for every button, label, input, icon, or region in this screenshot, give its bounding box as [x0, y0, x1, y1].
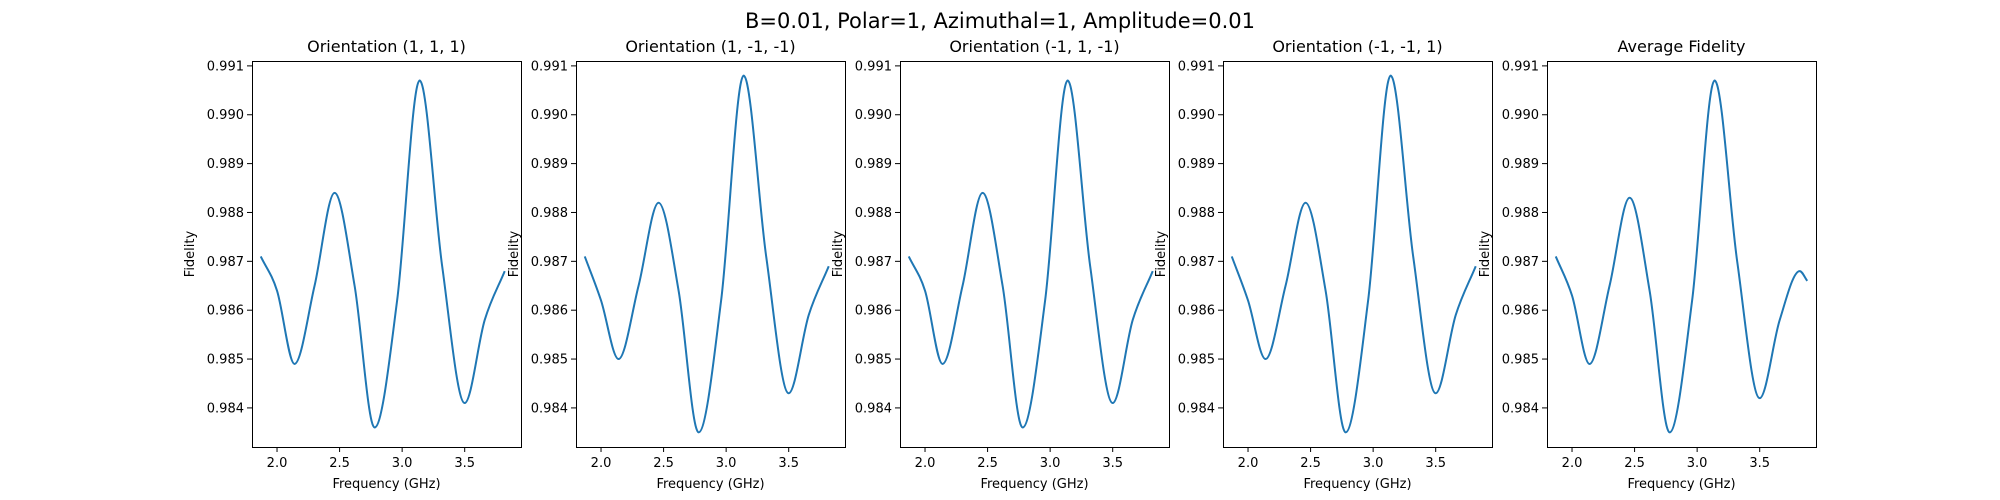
x-tick-label: 3.0: [1363, 456, 1384, 471]
axes-frame: [252, 61, 522, 448]
y-tick-label: 0.984: [531, 401, 568, 416]
y-tick-label: 0.991: [207, 59, 244, 74]
subplot-3: Orientation (-1, 1, -1) 2.0 2.5 3.0 3.5 0.984…: [831, 37, 1170, 492]
x-tick-label: 2.0: [591, 456, 612, 471]
y-tick-label: 0.986: [1178, 304, 1215, 319]
y-tick-label: 0.991: [531, 59, 568, 74]
x-tick-label: 3.5: [1425, 456, 1446, 471]
subplots: Orientation (1, 1, 1) 2.0 2.5 3.0 3.5 0.984 0.…: [183, 37, 1817, 492]
y-tick-label: 0.990: [855, 108, 892, 123]
y-tick-label: 0.985: [207, 353, 244, 368]
fidelity-line: [259, 79, 506, 429]
y-tick-label: 0.985: [1178, 353, 1215, 368]
y-tick-label: 0.991: [1178, 59, 1215, 74]
x-tick-label: 2.0: [1238, 456, 1259, 471]
x-axis-label: Frequency (GHz): [656, 477, 764, 492]
y-tick-label: 0.987: [531, 255, 568, 270]
axes-frame: [1223, 61, 1493, 448]
y-tick-label: 0.991: [1502, 59, 1539, 74]
y-tick-label: 0.984: [207, 401, 244, 416]
axes-frame: [1547, 61, 1817, 448]
y-tick-label: 0.990: [1178, 108, 1215, 123]
y-tick-label: 0.989: [1502, 157, 1539, 172]
x-axis-label: Frequency (GHz): [332, 477, 440, 492]
y-tick-label: 0.985: [855, 353, 892, 368]
x-axis-label: Frequency (GHz): [980, 477, 1088, 492]
x-tick-label: 2.0: [267, 456, 288, 471]
y-tick-label: 0.985: [531, 353, 568, 368]
subplot-2: Orientation (1, -1, -1) 2.0 2.5 3.0 3.5 0.984…: [507, 37, 846, 492]
x-tick-label: 2.0: [915, 456, 936, 471]
y-tick-label: 0.988: [207, 206, 244, 221]
x-tick-label: 2.5: [977, 456, 998, 471]
y-tick-label: 0.986: [1502, 304, 1539, 319]
y-tick-label: 0.989: [1178, 157, 1215, 172]
x-tick-label: 2.5: [329, 456, 350, 471]
subplot-1: Orientation (1, 1, 1) 2.0 2.5 3.0 3.5 0.984 0.…: [183, 37, 522, 492]
y-tick-label: 0.990: [207, 108, 244, 123]
y-axis-label: Fidelity: [831, 230, 846, 277]
y-tick-label: 0.986: [207, 304, 244, 319]
x-tick-label: 3.5: [1749, 456, 1770, 471]
y-axis-label: Fidelity: [1154, 230, 1169, 277]
subplot-5: Average Fidelity 2.0 2.5 3.0 3.5 0.984 0.985 0.…: [1478, 37, 1817, 492]
axes-frame: [576, 61, 846, 448]
y-tick-label: 0.991: [855, 59, 892, 74]
y-tick-label: 0.984: [855, 401, 892, 416]
y-axis-label: Fidelity: [1478, 230, 1493, 277]
fidelity-line: [1554, 79, 1809, 434]
y-axis-label: Fidelity: [507, 230, 522, 277]
y-tick-label: 0.989: [855, 157, 892, 172]
y-tick-label: 0.987: [1502, 255, 1539, 270]
y-tick-label: 0.990: [1502, 108, 1539, 123]
fidelity-line: [907, 79, 1154, 429]
x-tick-label: 2.5: [1300, 456, 1321, 471]
subplot-title: Orientation (1, 1, 1): [307, 37, 466, 56]
x-tick-label: 3.5: [454, 456, 475, 471]
y-tick-label: 0.986: [855, 304, 892, 319]
x-tick-label: 2.0: [1562, 456, 1583, 471]
y-tick-label: 0.987: [855, 255, 892, 270]
x-axis-label: Frequency (GHz): [1627, 477, 1735, 492]
y-tick-label: 0.988: [855, 206, 892, 221]
y-tick-label: 0.984: [1502, 401, 1539, 416]
axes-frame: [900, 61, 1170, 448]
y-tick-label: 0.988: [1502, 206, 1539, 221]
subplot-title: Average Fidelity: [1618, 37, 1746, 56]
x-tick-label: 3.0: [392, 456, 413, 471]
x-tick-label: 3.0: [716, 456, 737, 471]
fidelity-line: [583, 74, 830, 434]
x-tick-label: 3.5: [1102, 456, 1123, 471]
y-tick-label: 0.988: [531, 206, 568, 221]
subplot-4: Orientation (-1, -1, 1) 2.0 2.5 3.0 3.5 0.984…: [1154, 37, 1493, 492]
y-tick-label: 0.990: [531, 108, 568, 123]
y-tick-label: 0.986: [531, 304, 568, 319]
x-tick-label: 3.5: [778, 456, 799, 471]
y-tick-label: 0.988: [1178, 206, 1215, 221]
x-tick-label: 2.5: [653, 456, 674, 471]
y-tick-label: 0.987: [1178, 255, 1215, 270]
subplot-title: Orientation (-1, -1, 1): [1272, 37, 1442, 56]
y-tick-label: 0.984: [1178, 401, 1215, 416]
y-tick-label: 0.989: [207, 157, 244, 172]
x-tick-label: 3.0: [1040, 456, 1061, 471]
y-tick-label: 0.985: [1502, 353, 1539, 368]
x-tick-label: 3.0: [1687, 456, 1708, 471]
figure-title: B=0.01, Polar=1, Azimuthal=1, Amplitude=…: [745, 9, 1255, 33]
x-axis-label: Frequency (GHz): [1303, 477, 1411, 492]
subplot-title: Orientation (1, -1, -1): [625, 37, 795, 56]
x-tick-label: 2.5: [1624, 456, 1645, 471]
y-axis-label: Fidelity: [183, 230, 198, 277]
y-tick-label: 0.987: [207, 255, 244, 270]
fidelity-line: [1230, 74, 1477, 434]
y-tick-label: 0.989: [531, 157, 568, 172]
subplot-title: Orientation (-1, 1, -1): [949, 37, 1119, 56]
